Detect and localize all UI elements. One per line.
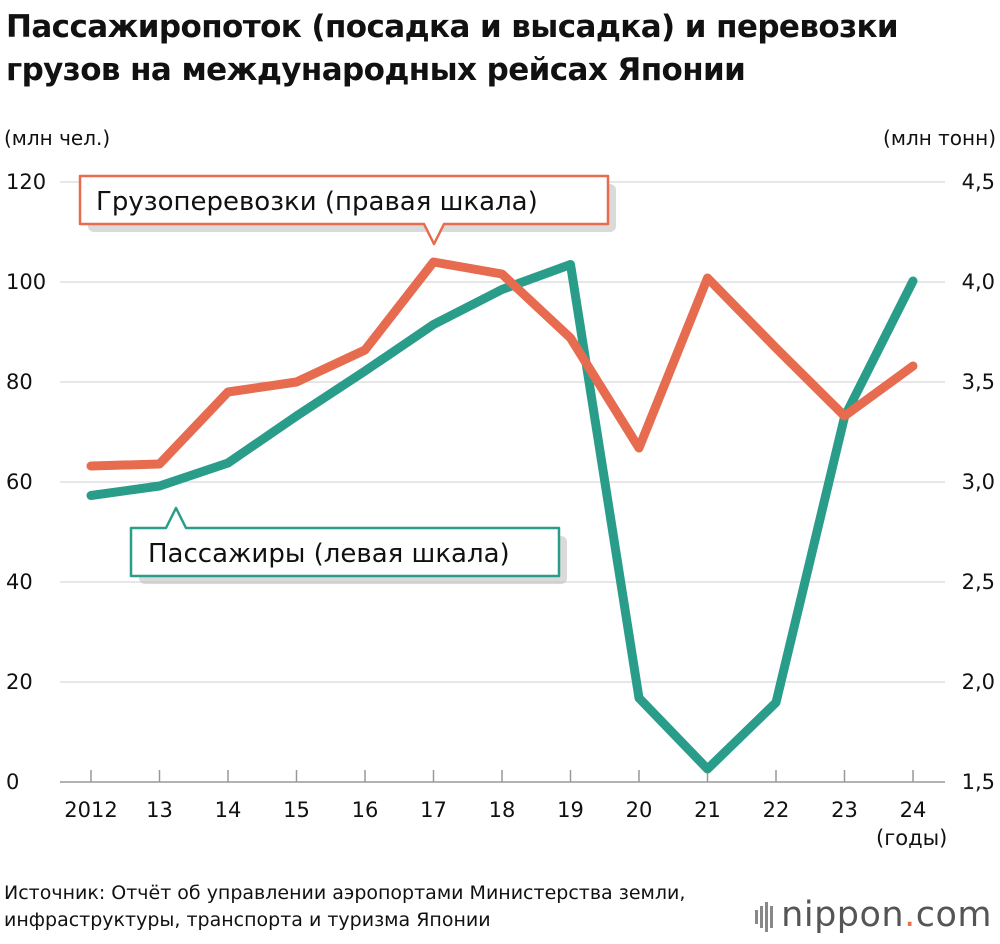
x-tick-label: 16 xyxy=(352,798,379,822)
source-note: Источник: Отчёт об управлении аэропортам… xyxy=(4,882,686,931)
legend-cargo-label: Грузоперевозки (правая шкала) xyxy=(96,187,538,217)
x-tick-label: 17 xyxy=(420,798,447,822)
left-tick-label: 120 xyxy=(6,170,46,194)
left-axis-tick-labels: 0 20 40 60 80 100 120 xyxy=(6,170,46,794)
x-tick-label: 21 xyxy=(694,798,721,822)
right-tick-label: 4,5 xyxy=(962,170,995,194)
right-axis-unit: (млн тонн) xyxy=(883,126,996,150)
left-tick-label: 0 xyxy=(6,770,19,794)
right-tick-label: 1,5 xyxy=(962,770,995,794)
right-tick-label: 3,5 xyxy=(962,370,995,394)
x-tick-label: 14 xyxy=(215,798,242,822)
right-tick-label: 3,0 xyxy=(962,470,995,494)
legend-cargo-box xyxy=(78,174,610,246)
x-tick-label: 13 xyxy=(146,798,173,822)
x-tick-label: 19 xyxy=(557,798,584,822)
left-tick-label: 60 xyxy=(6,470,33,494)
logo-dot: . xyxy=(904,895,916,935)
left-axis-unit: (млн чел.) xyxy=(4,126,111,150)
x-tick-label: 24 xyxy=(900,798,927,822)
nippon-logo-icon xyxy=(755,896,775,936)
x-tick-label: 18 xyxy=(489,798,516,822)
chart-title: Пассажиропоток (посадка и высадка) и пер… xyxy=(6,9,899,88)
legend-passengers-box xyxy=(129,506,561,578)
series-cargo-line xyxy=(86,257,918,471)
legend-cargo: Грузоперевозки (правая шкала) xyxy=(78,174,616,246)
x-tick-label: 22 xyxy=(763,798,790,822)
right-tick-label: 2,0 xyxy=(962,670,995,694)
x-tick-label: 20 xyxy=(626,798,653,822)
right-tick-label: 2,5 xyxy=(962,570,995,594)
right-tick-label: 4,0 xyxy=(962,270,995,294)
left-tick-label: 100 xyxy=(6,270,46,294)
logo-word: nippon xyxy=(781,895,905,935)
x-tick-label: 23 xyxy=(831,798,858,822)
left-tick-label: 80 xyxy=(6,370,33,394)
legend-passengers: Пассажиры (левая шкала) xyxy=(129,506,567,584)
left-tick-label: 40 xyxy=(6,570,33,594)
x-tick-label: 15 xyxy=(283,798,310,822)
x-axis-unit: (годы) xyxy=(876,826,948,850)
x-tick-label: 2012 xyxy=(64,798,117,822)
x-axis-ticks xyxy=(90,770,914,782)
right-axis-tick-labels: 1,5 2,0 2,5 3,0 3,5 4,0 4,5 xyxy=(962,170,995,794)
series-passengers-line xyxy=(86,260,918,774)
x-axis-tick-labels: 2012 13 14 15 16 17 18 19 20 21 22 23 24 xyxy=(64,798,926,822)
left-tick-label: 20 xyxy=(6,670,33,694)
nippon-logo: nippon.com xyxy=(755,895,992,936)
logo-suffix: com xyxy=(915,895,992,935)
series-lines xyxy=(86,257,918,774)
legend-passengers-label: Пассажиры (левая шкала) xyxy=(148,539,510,569)
